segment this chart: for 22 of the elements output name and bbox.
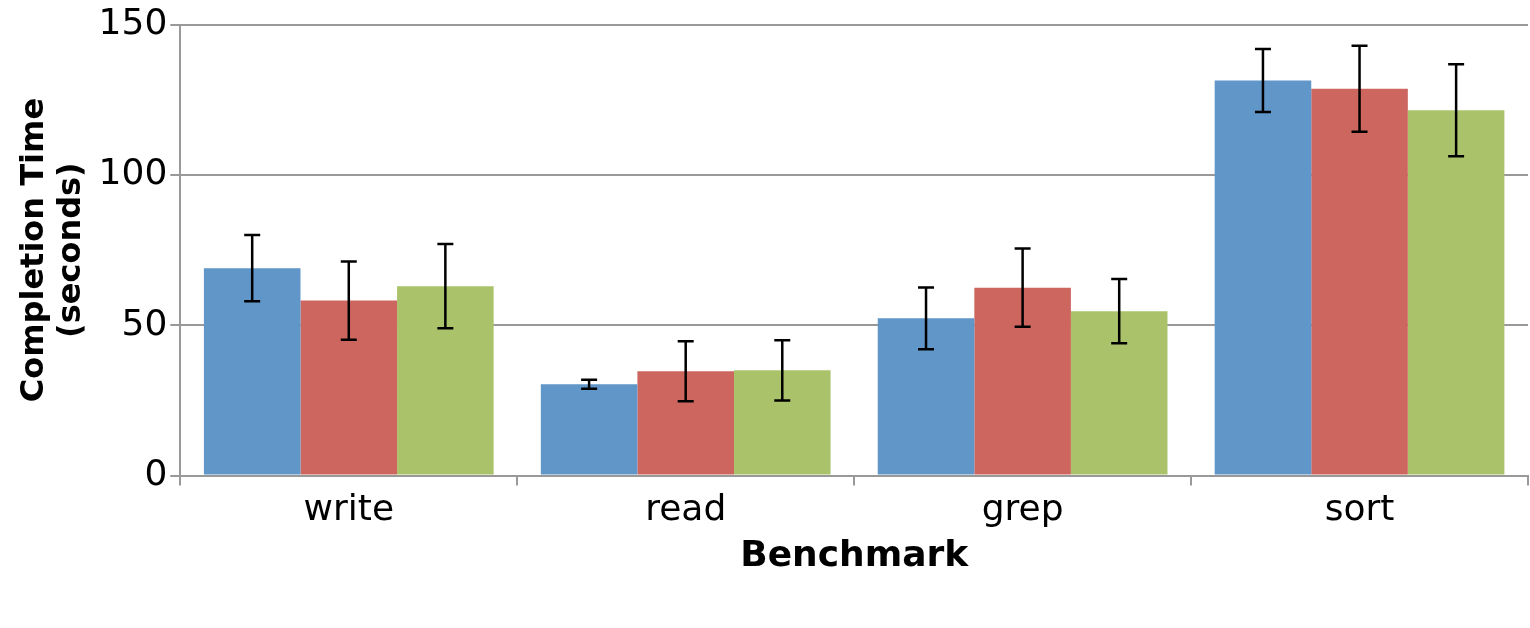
bar xyxy=(877,318,975,475)
x-axis-title: Benchmark xyxy=(740,532,970,574)
x-tick-label: write xyxy=(303,486,395,528)
bar xyxy=(540,384,638,475)
bar xyxy=(1407,110,1505,475)
bar xyxy=(300,300,398,475)
bar xyxy=(397,286,494,475)
y-tick-label: 100 xyxy=(98,151,168,193)
bar xyxy=(974,287,1071,475)
x-tick-label: grep xyxy=(981,486,1064,528)
bar xyxy=(1214,80,1312,475)
bar xyxy=(1070,311,1168,475)
x-tick-label: read xyxy=(645,486,727,528)
bar xyxy=(733,370,831,475)
y-axis-title: Completion Time (seconds) xyxy=(12,97,88,403)
y-tick-label: 0 xyxy=(144,451,168,493)
x-tick-label: sort xyxy=(1324,486,1395,528)
y-tick-label: 50 xyxy=(121,301,168,343)
bar xyxy=(637,371,734,475)
y-tick-label: 150 xyxy=(98,0,168,42)
bar xyxy=(203,268,301,475)
bar xyxy=(1311,88,1408,475)
